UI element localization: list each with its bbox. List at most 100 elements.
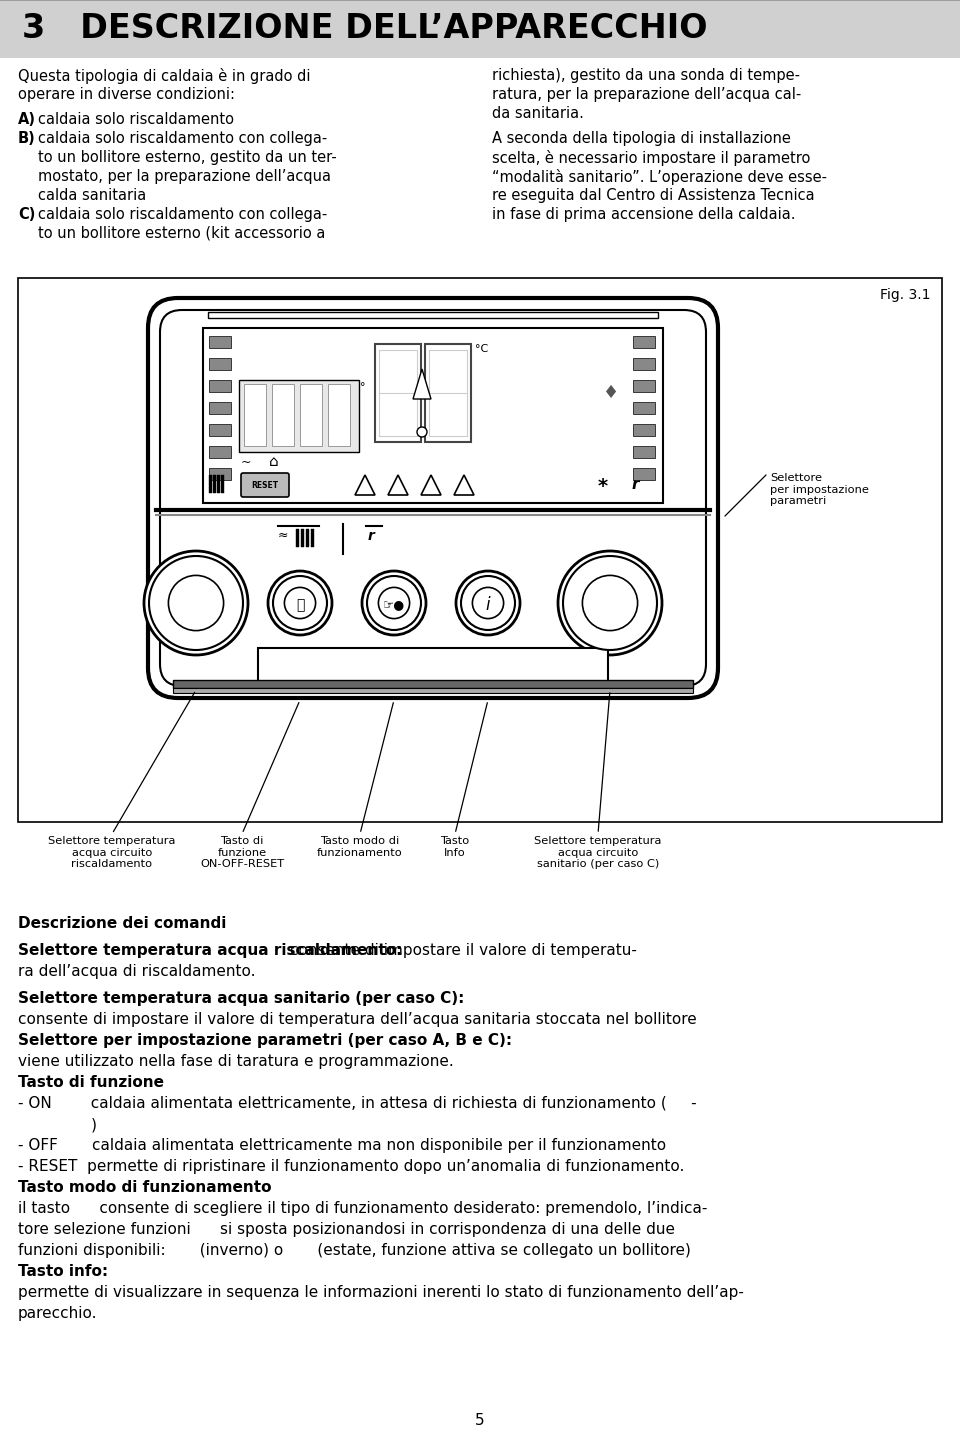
- Bar: [221, 475, 224, 493]
- Bar: [0, 0, 960, 58]
- Text: il tasto      consente di scegliere il tipo di funzionamento desiderato: premend: il tasto consente di scegliere il tipo d…: [18, 1202, 708, 1216]
- Text: calda sanitaria: calda sanitaria: [38, 187, 146, 203]
- Text: i: i: [486, 596, 491, 615]
- Text: ♦: ♦: [603, 384, 619, 402]
- Text: ra dell’acqua di riscaldamento.: ra dell’acqua di riscaldamento.: [18, 963, 255, 979]
- Text: Selettore temperatura
acqua circuito
riscaldamento: Selettore temperatura acqua circuito ris…: [48, 835, 176, 869]
- Text: parecchio.: parecchio.: [18, 1306, 98, 1321]
- Bar: [213, 475, 216, 493]
- Bar: [633, 424, 655, 436]
- Text: scelta, è necessario impostare il parametro: scelta, è necessario impostare il parame…: [492, 150, 810, 166]
- Bar: [633, 468, 655, 479]
- Text: kW: kW: [451, 429, 466, 437]
- Polygon shape: [388, 475, 408, 495]
- Text: °: °: [360, 382, 366, 392]
- Text: 5: 5: [475, 1412, 485, 1428]
- Polygon shape: [413, 369, 431, 400]
- Text: Tasto modo di funzionamento: Tasto modo di funzionamento: [18, 1180, 272, 1194]
- Text: ⌂: ⌂: [269, 453, 278, 469]
- Text: Tasto di funzione: Tasto di funzione: [18, 1075, 164, 1090]
- Circle shape: [563, 556, 657, 649]
- Bar: [375, 344, 421, 442]
- Circle shape: [144, 551, 248, 655]
- Text: mostato, per la preparazione dell’acqua: mostato, per la preparazione dell’acqua: [38, 169, 331, 185]
- Text: Selettore temperatura
acqua circuito
sanitario (per caso C): Selettore temperatura acqua circuito san…: [535, 835, 661, 869]
- Text: Selettore per impostazione parametri (per caso A, B e C):: Selettore per impostazione parametri (pe…: [18, 1033, 512, 1048]
- Polygon shape: [421, 475, 441, 495]
- Bar: [633, 357, 655, 371]
- Text: caldaia solo riscaldamento: caldaia solo riscaldamento: [38, 112, 234, 126]
- Text: Tasto modo di
funzionamento: Tasto modo di funzionamento: [317, 835, 403, 857]
- FancyBboxPatch shape: [241, 474, 289, 497]
- Bar: [209, 336, 231, 349]
- Bar: [300, 384, 322, 446]
- Circle shape: [417, 427, 427, 437]
- Text: A seconda della tipologia di installazione: A seconda della tipologia di installazio…: [492, 131, 791, 145]
- Text: r: r: [632, 477, 638, 493]
- Bar: [209, 446, 231, 458]
- Text: Tasto
Info: Tasto Info: [441, 835, 469, 857]
- Bar: [208, 312, 658, 318]
- Circle shape: [558, 551, 662, 655]
- Text: C): C): [18, 206, 36, 222]
- Text: ☞●: ☞●: [383, 599, 405, 612]
- Text: da sanitaria.: da sanitaria.: [492, 106, 584, 121]
- Text: ratura, per la preparazione dell’acqua cal-: ratura, per la preparazione dell’acqua c…: [492, 87, 802, 102]
- Text: funzioni disponibili:       (inverno) o       (estate, funzione attiva se colleg: funzioni disponibili: (inverno) o (estat…: [18, 1242, 691, 1258]
- Bar: [209, 468, 231, 479]
- Bar: [306, 529, 309, 546]
- Text: A): A): [18, 112, 36, 126]
- Bar: [311, 529, 314, 546]
- Text: consente di impostare il valore di temperatu-: consente di impostare il valore di tempe…: [285, 943, 636, 958]
- Text: - ON        caldaia alimentata elettricamente, in attesa di richiesta di funzion: - ON caldaia alimentata elettricamente, …: [18, 1096, 697, 1112]
- Text: Selettore temperatura acqua riscaldamento:: Selettore temperatura acqua riscaldament…: [18, 943, 402, 958]
- Circle shape: [362, 571, 426, 635]
- Bar: [244, 384, 266, 446]
- Text: B): B): [18, 131, 36, 145]
- Text: tore selezione funzioni      si sposta posizionandosi in corrispondenza di una d: tore selezione funzioni si sposta posizi…: [18, 1222, 675, 1237]
- Text: Selettore temperatura acqua sanitario (per caso C):: Selettore temperatura acqua sanitario (p…: [18, 991, 465, 1005]
- Text: caldaia solo riscaldamento con collega-: caldaia solo riscaldamento con collega-: [38, 206, 327, 222]
- Bar: [258, 648, 608, 689]
- FancyBboxPatch shape: [160, 309, 706, 686]
- Circle shape: [367, 575, 421, 631]
- Circle shape: [284, 587, 316, 619]
- Circle shape: [583, 575, 637, 631]
- Bar: [633, 402, 655, 414]
- Text: °C: °C: [475, 344, 489, 355]
- Bar: [633, 336, 655, 349]
- Text: - OFF       caldaia alimentata elettricamente ma non disponibile per il funziona: - OFF caldaia alimentata elettricamente …: [18, 1138, 666, 1154]
- Bar: [209, 475, 212, 493]
- Circle shape: [461, 575, 515, 631]
- Text: RESET: RESET: [252, 481, 278, 490]
- Text: operare in diverse condizioni:: operare in diverse condizioni:: [18, 87, 235, 102]
- Text: *: *: [598, 477, 608, 495]
- Circle shape: [268, 571, 332, 635]
- Text: to un bollitore esterno (kit accessorio a: to un bollitore esterno (kit accessorio …: [38, 227, 325, 241]
- Text: ~: ~: [241, 456, 252, 469]
- Text: Questa tipologia di caldaia è in grado di: Questa tipologia di caldaia è in grado d…: [18, 68, 310, 84]
- Circle shape: [456, 571, 520, 635]
- Circle shape: [149, 556, 243, 649]
- Bar: [173, 680, 693, 689]
- Text: ⏻: ⏻: [296, 599, 304, 612]
- Text: “modalità sanitario”. L’operazione deve esse-: “modalità sanitario”. L’operazione deve …: [492, 169, 827, 185]
- Text: to un bollitore esterno, gestito da un ter-: to un bollitore esterno, gestito da un t…: [38, 150, 337, 166]
- Bar: [203, 328, 663, 503]
- Text: consente di impostare il valore di temperatura dell’acqua sanitaria stoccata nel: consente di impostare il valore di tempe…: [18, 1011, 697, 1027]
- Bar: [425, 344, 471, 442]
- Text: 3   DESCRIZIONE DELL’APPARECCHIO: 3 DESCRIZIONE DELL’APPARECCHIO: [22, 13, 708, 45]
- Bar: [239, 381, 359, 452]
- Bar: [328, 384, 350, 446]
- Bar: [217, 475, 220, 493]
- Text: r: r: [368, 529, 374, 543]
- Text: richiesta), gestito da una sonda di tempe-: richiesta), gestito da una sonda di temp…: [492, 68, 800, 83]
- Text: Descrizione dei comandi: Descrizione dei comandi: [18, 915, 227, 931]
- Text: Tasto info:: Tasto info:: [18, 1264, 108, 1279]
- Bar: [173, 689, 693, 693]
- Circle shape: [378, 587, 410, 619]
- Bar: [633, 381, 655, 392]
- Circle shape: [273, 575, 327, 631]
- Bar: [209, 357, 231, 371]
- Text: viene utilizzato nella fase di taratura e programmazione.: viene utilizzato nella fase di taratura …: [18, 1053, 454, 1069]
